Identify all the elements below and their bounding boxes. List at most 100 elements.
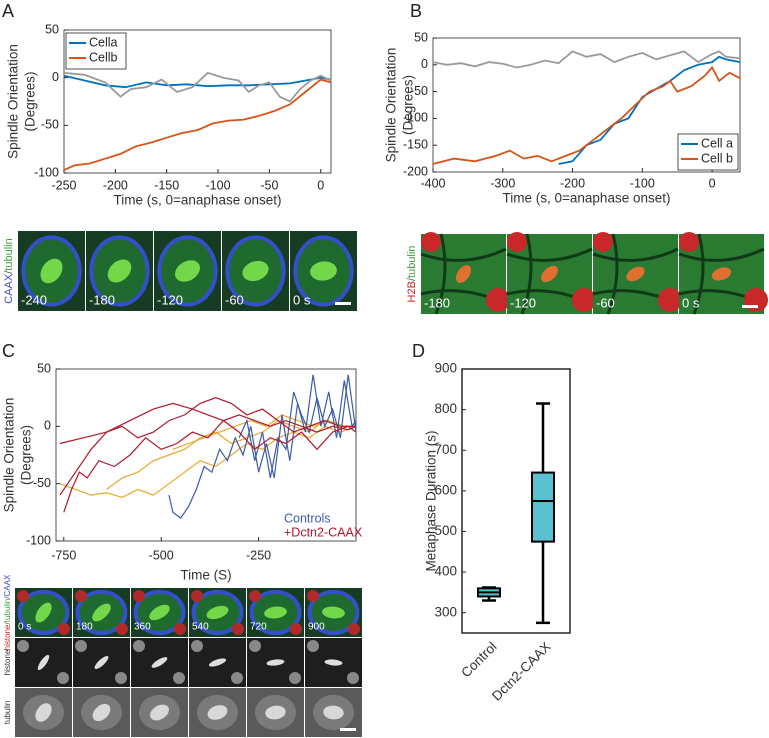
legend-entry: Cella — [89, 35, 118, 49]
frame-label: 0 s — [682, 295, 700, 310]
frame-label: -180 — [89, 292, 115, 307]
chromosomes — [324, 659, 343, 666]
nucleus — [191, 590, 203, 602]
x-axis-label: Time (s, 0=anaphase onset) — [114, 193, 282, 208]
legend-box — [65, 32, 127, 70]
series-line — [63, 419, 357, 513]
channel-label: H2B/tubulin — [406, 246, 418, 303]
y-axis-label: Spindle Orientation — [2, 398, 17, 513]
chromosomes — [94, 655, 109, 670]
legend-entry: +Dctn2-CAAX — [284, 525, 363, 539]
channel-name: CAAX — [3, 273, 15, 304]
x-tick-label: -200 — [560, 176, 585, 190]
panel-label: D — [412, 341, 425, 361]
channel-label: tubulin — [3, 701, 12, 725]
channel-label: histone/tubulin/CAAX — [3, 574, 12, 650]
x-tick-label: -500 — [149, 548, 174, 562]
series-line — [59, 425, 357, 499]
y-tick-label: 500 — [434, 523, 457, 538]
chromosomes — [455, 265, 472, 283]
spindle — [92, 703, 111, 722]
nucleus — [116, 623, 128, 635]
nucleus — [249, 590, 261, 602]
spindle — [35, 703, 52, 722]
nucleus — [75, 640, 87, 652]
nucleus — [133, 590, 145, 602]
x-tick-label: -300 — [490, 176, 515, 190]
y-tick-label: -50 — [41, 118, 59, 132]
y-tick-label: -50 — [33, 476, 51, 490]
nucleus — [307, 640, 319, 652]
x-tick-label: -100 — [630, 176, 655, 190]
frame-label: 0 s — [18, 622, 31, 633]
spindle — [242, 260, 269, 282]
y-tick-label: 900 — [434, 361, 457, 376]
nucleus — [421, 232, 441, 252]
y-tick-label: -50 — [410, 84, 428, 98]
spindle — [310, 261, 337, 281]
channel-name: tubulin — [3, 599, 12, 623]
chart: 300 400 500 600 700 800 900 Metaphase Duration … — [424, 361, 571, 704]
frame-label: 180 — [76, 622, 93, 633]
nucleus — [133, 640, 145, 652]
legend-box — [677, 133, 739, 171]
legend-entry: Cellb — [89, 50, 118, 64]
spindle — [264, 606, 287, 619]
y-tick-label: 400 — [434, 564, 457, 579]
series-line — [59, 397, 356, 496]
channel-name: / — [3, 596, 12, 599]
series-line — [172, 414, 356, 450]
y-tick-label: 0 — [421, 57, 428, 71]
channel-name: / — [406, 277, 418, 281]
x-tick-label: -750 — [51, 548, 76, 562]
channel-label: CAAX/tubulin — [3, 238, 15, 303]
nucleus — [289, 672, 301, 684]
x-tick-label: 0 — [709, 176, 716, 190]
plot-frame — [55, 368, 357, 542]
nucleus — [572, 288, 596, 312]
series-line — [63, 71, 332, 103]
y-axis-label: (Degrees) — [23, 71, 38, 131]
y-tick-label: 800 — [434, 401, 457, 416]
chromosomes — [541, 265, 558, 283]
frame-label: -120 — [510, 295, 536, 310]
frame-label: 360 — [134, 622, 151, 633]
x-tick-label: -250 — [51, 178, 76, 192]
frame-label: 0 s — [293, 292, 311, 307]
y-axis-label: Metaphase Duration (s) — [424, 430, 439, 571]
y-tick-label: -200 — [403, 164, 428, 178]
series-line — [432, 65, 741, 165]
y-tick-label: 700 — [434, 442, 457, 457]
y-tick-label: 0 — [52, 70, 59, 84]
nucleus — [174, 623, 186, 635]
chromosomes — [266, 659, 285, 666]
nucleus — [593, 232, 613, 252]
spindle — [35, 602, 52, 623]
nucleus — [348, 623, 360, 635]
spindle — [323, 705, 344, 720]
y-tick-label: -150 — [403, 137, 428, 151]
nucleus — [486, 288, 510, 312]
nucleus — [115, 672, 127, 684]
legend-entry: Cell b — [701, 151, 733, 165]
chromosomes — [711, 267, 732, 281]
frame-label: -60 — [225, 292, 244, 307]
legend-entry: Controls — [284, 511, 331, 525]
series-line — [432, 50, 741, 69]
x-tick-label: -250 — [246, 548, 271, 562]
spindle — [107, 259, 132, 283]
nucleus — [191, 640, 203, 652]
y-axis-label: Spindle Orientation — [384, 48, 399, 163]
channel-name: CAAX — [3, 574, 12, 596]
scale-bar — [340, 728, 356, 731]
nucleus — [347, 672, 359, 684]
channel-name: tubulin — [3, 238, 15, 270]
frame-label: 900 — [308, 622, 325, 633]
nucleus — [679, 232, 699, 252]
y-tick-label: -100 — [26, 533, 51, 547]
y-tick-label: -100 — [34, 165, 59, 179]
x-tick-label: -400 — [420, 176, 445, 190]
channel-name: tubulin — [3, 701, 12, 725]
x-tick-label: 0 — [317, 178, 324, 192]
